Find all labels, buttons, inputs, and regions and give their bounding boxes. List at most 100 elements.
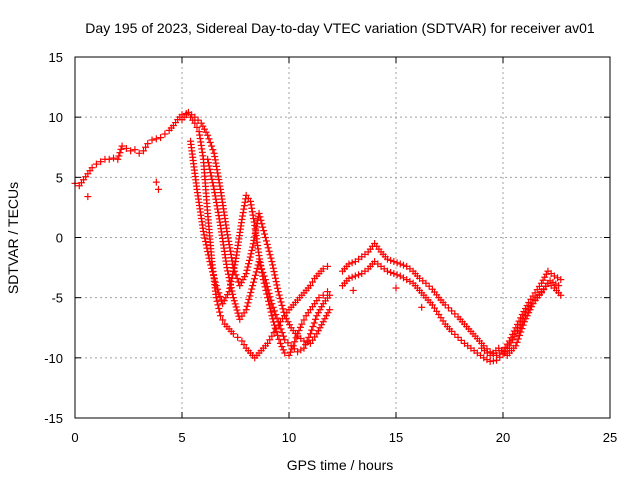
data-point: [406, 277, 414, 285]
data-point: [286, 321, 294, 329]
data-point: [243, 302, 251, 310]
data-point: [285, 351, 293, 359]
data-point: [249, 282, 257, 290]
data-point: [399, 274, 407, 282]
data-point: [396, 260, 404, 268]
data-point: [245, 256, 253, 264]
data-point: [199, 227, 207, 235]
data-point: [206, 258, 214, 266]
data-point: [212, 282, 220, 290]
data-point: [454, 333, 462, 341]
data-point: [245, 295, 253, 303]
data-point: [314, 327, 322, 335]
data-point: [152, 178, 160, 186]
data-point: [520, 318, 528, 326]
data-point: [262, 279, 270, 287]
data-point: [204, 251, 212, 259]
data-point: [273, 281, 281, 289]
data-point: [222, 294, 230, 302]
data-point: [279, 332, 287, 340]
data-point: [270, 307, 278, 315]
data-point: [200, 231, 208, 239]
data-point: [154, 185, 162, 193]
data-point: [517, 314, 525, 322]
x-tick-label: 25: [603, 430, 617, 445]
data-point: [493, 356, 501, 364]
data-point: [387, 256, 395, 264]
data-point: [268, 300, 276, 308]
data-point: [114, 155, 122, 163]
data-point: [234, 333, 242, 341]
data-point: [208, 175, 216, 183]
data-point: [127, 147, 135, 155]
data-point: [248, 204, 256, 212]
data-point: [256, 261, 264, 269]
data-point: [521, 304, 529, 312]
data-point: [512, 342, 520, 350]
data-point: [232, 303, 240, 311]
data-point: [538, 279, 546, 287]
data-point: [387, 268, 395, 276]
data-point: [215, 304, 223, 312]
data-point: [252, 268, 260, 276]
data-point: [244, 299, 252, 307]
data-point: [517, 328, 525, 336]
data-point: [297, 346, 305, 354]
data-point: [319, 318, 327, 326]
data-point: [204, 159, 212, 167]
data-point: [345, 260, 353, 268]
data-point: [294, 330, 302, 338]
data-point: [139, 147, 147, 155]
data-point: [227, 280, 235, 288]
data-point: [239, 209, 247, 217]
data-point: [273, 314, 281, 322]
data-point: [451, 330, 459, 338]
data-point: [115, 152, 123, 160]
data-point: [230, 297, 238, 305]
data-point: [241, 273, 249, 281]
data-point: [266, 251, 274, 259]
data-point: [268, 258, 276, 266]
data-point: [383, 267, 391, 275]
data-point: [483, 356, 491, 364]
data-point: [390, 270, 398, 278]
data-point: [348, 259, 356, 267]
data-point: [316, 324, 324, 332]
data-point: [489, 357, 497, 365]
data-point: [110, 154, 118, 162]
data-point: [224, 267, 232, 275]
data-point: [209, 179, 217, 187]
data-point: [261, 276, 269, 284]
data-point: [233, 306, 241, 314]
x-tick-label: 15: [389, 430, 403, 445]
data-point: [219, 316, 227, 324]
data-point: [270, 268, 278, 276]
data-point: [278, 329, 286, 337]
data-point: [284, 318, 292, 326]
data-point: [258, 220, 266, 228]
data-point: [326, 291, 334, 299]
data-point: [383, 255, 391, 263]
data-point: [272, 311, 280, 319]
data-point: [326, 306, 334, 314]
data-point: [208, 264, 216, 272]
data-point: [281, 349, 289, 357]
data-point: [246, 197, 254, 205]
data-point: [306, 330, 314, 338]
data-point: [291, 338, 299, 346]
data-points: [71, 108, 565, 365]
data-point: [246, 253, 254, 261]
data-point: [277, 298, 285, 306]
data-point: [515, 317, 523, 325]
data-point: [448, 327, 456, 335]
data-point: [295, 327, 303, 335]
data-point: [211, 278, 219, 286]
data-point: [292, 334, 300, 342]
data-point: [262, 237, 270, 245]
data-point: [507, 339, 515, 347]
data-point: [303, 337, 311, 345]
data-point: [226, 277, 234, 285]
data-point: [298, 320, 306, 328]
data-point: [514, 335, 522, 343]
